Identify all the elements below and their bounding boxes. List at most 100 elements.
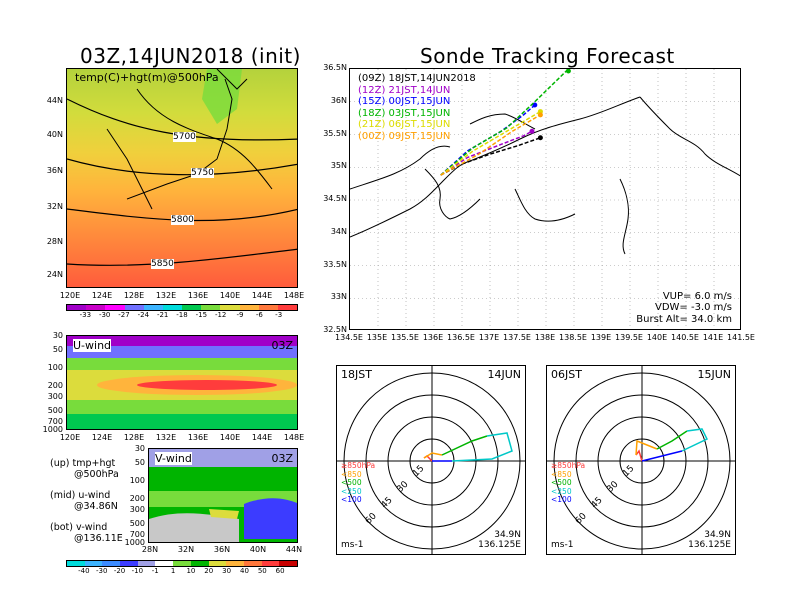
lat-tick-label: 32N: [177, 545, 195, 554]
lon-tick-label: 144E: [251, 291, 273, 300]
hodo-ring-label: 45: [380, 495, 395, 510]
track-line: [440, 114, 541, 176]
lon-tick-label: 136E: [422, 333, 444, 342]
colorbar-tick-label: 10: [186, 567, 196, 575]
hodo1-legend: ≥850hPa <850 <500 <250 <100: [341, 461, 376, 505]
colorbar-tick-label: 20: [204, 567, 214, 575]
lon-tick-label: 136E: [187, 291, 209, 300]
colorbar-swatch: [84, 561, 103, 566]
lon-tick-label: 148E: [283, 291, 305, 300]
hodo-trace: [656, 430, 688, 450]
hodo2-legend: ≥850hPa <850 <500 <250 <100: [551, 461, 585, 505]
colorbar-500hpa: [66, 304, 298, 311]
hodo1-unit: ms-1: [341, 540, 364, 550]
colorbar-swatch: [143, 305, 163, 310]
lat-tick-label: 33.5N: [323, 259, 347, 269]
lat-tick-label: 44N: [46, 96, 63, 105]
tracking-legend-item: (12Z) 21JST,14JUN: [358, 84, 451, 96]
hodo-legend-item: <100: [551, 495, 572, 504]
hodo-legend-item: <850: [341, 469, 362, 479]
lat-tick-label: 36N: [330, 95, 347, 105]
colorbar-swatch: [120, 561, 138, 566]
lat-tick-label: 34N: [330, 226, 347, 236]
colorbar-swatch: [105, 305, 125, 310]
lat-tick-label: 40N: [249, 545, 267, 554]
hodo2-location: 34.9N 136.125E: [688, 530, 731, 550]
lon-tick-label: 120E: [59, 433, 81, 442]
note-mid-a: (mid) u-wind: [50, 490, 111, 501]
pressure-tick-label: 200: [129, 494, 145, 503]
hodo-ring-label: 60: [574, 511, 589, 526]
tracking-legend-item: (21Z) 06JST,15JUN: [358, 119, 451, 130]
pressure-tick-label: 700: [47, 417, 63, 426]
tracking-params: VUP= 6.0 m/s VDW= -3.0 m/s Burst Alt= 34…: [636, 291, 732, 326]
pressure-tick-label: 100: [129, 476, 145, 485]
pressure-tick-label: 1000: [42, 425, 63, 434]
lon-tick-label: 141E: [702, 333, 724, 342]
hodo-legend-item: ≥850hPa: [341, 461, 376, 470]
pressure-tick-label: 50: [52, 345, 63, 354]
hodo-ring-label: 15: [411, 464, 426, 479]
colorbar-tick-label: -24: [137, 311, 150, 319]
colorbar-tick-label: -1: [151, 567, 159, 575]
colorbar-tick-label: -18: [176, 311, 188, 319]
hodo-trace: [441, 435, 488, 456]
lon-tick-label: 137E: [478, 333, 500, 342]
map-500hpa-panel: temp(C)+hgt(m)@500hPa 5700 5750 5800 585…: [66, 68, 298, 288]
tracking-legend-item: (09Z) 18JST,14JUN2018: [358, 73, 476, 84]
tracking-map-panel: (09Z) 18JST,14JUN2018 (12Z) 21JST,14JUN (1…: [349, 68, 741, 330]
lon-tick-label: 134.5E: [335, 333, 363, 342]
colorbar-swatch: [67, 561, 85, 566]
colorbar-swatch: [155, 561, 174, 566]
hodo-ring-label: 45: [590, 495, 605, 510]
lat-tick-label: 36N: [213, 545, 231, 554]
lat-tick-label: 35N: [330, 161, 347, 171]
hodo-legend-item: <500: [341, 478, 362, 487]
hodo-ring-label: 15: [621, 464, 636, 479]
pressure-tick-label: 700: [129, 530, 145, 539]
lat-tick-label: 28N: [46, 237, 63, 246]
colorbar-tick-label: -3: [275, 311, 283, 319]
hodograph-2: 15 30 45 60 06JST 15JUN ms-1 34.9N 136.125E…: [546, 365, 736, 555]
uwind-label: U-wind: [73, 339, 112, 352]
colorbar-swatch: [162, 305, 183, 310]
lon-tick-label: 144E: [251, 433, 273, 442]
hodo1-lon: 136.125E: [478, 540, 521, 550]
hodo1-date: 14JUN: [487, 368, 521, 381]
hodo-trace: [635, 449, 643, 462]
colorbar-tick-label: -33: [79, 311, 92, 319]
uwind-svg: [67, 336, 297, 429]
pressure-tick-label: 30: [52, 331, 63, 340]
note-bot-a: (bot) v-wind: [50, 522, 108, 533]
note-bot: (bot) v-wind @136.11E: [50, 522, 123, 544]
hodo-trace: [451, 432, 513, 462]
pressure-tick-label: 500: [129, 519, 145, 528]
map-500hpa-svg: [67, 69, 297, 287]
hodo2-lon: 136.125E: [688, 540, 731, 550]
colorbar-swatch: [279, 561, 297, 566]
contour-label: 5800: [171, 215, 194, 225]
colorbar-swatch: [86, 305, 106, 310]
colorbar-swatch: [190, 561, 209, 566]
lon-tick-label: 138.5E: [559, 333, 587, 342]
lon-tick-label: 136E: [187, 433, 209, 442]
param-vdw: VDW= -3.0 m/s: [655, 302, 732, 313]
lat-tick-label: 32N: [46, 202, 63, 211]
lon-tick-label: 132E: [155, 291, 177, 300]
colorbar-vwind: [66, 560, 298, 567]
hodo-legend-item: <250: [341, 486, 362, 496]
pressure-tick-label: 300: [47, 392, 63, 401]
lon-tick-label: 135E: [366, 333, 388, 342]
contour-label: 5700: [173, 132, 196, 142]
hodograph-1: 15 30 45 60 18JST 14JUN ms-1 34.9N 136.125E…: [336, 365, 526, 555]
hodo-legend-item: <500: [551, 478, 572, 487]
track-line: [440, 130, 533, 176]
contour-label: 5850: [151, 259, 174, 269]
hodo-trace: [641, 450, 683, 462]
track-line: [440, 137, 541, 176]
colorbar-swatch: [67, 305, 87, 310]
colorbar-swatch: [261, 561, 280, 566]
lon-tick-label: 139E: [590, 333, 612, 342]
colorbar-tick-label: -40: [78, 567, 90, 575]
